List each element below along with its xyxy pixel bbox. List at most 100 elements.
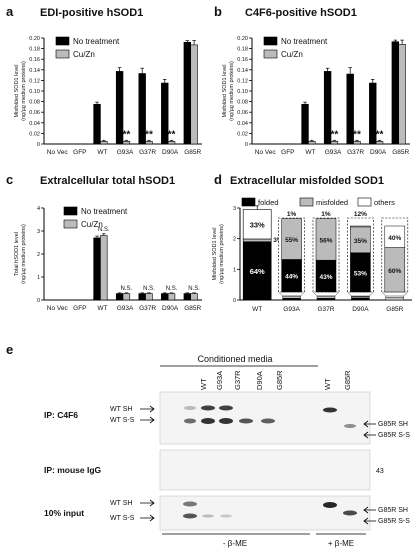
bar xyxy=(183,41,192,145)
y-tick-label: 0.20 xyxy=(29,36,40,42)
zoom-connector xyxy=(381,291,386,297)
x-tick-label: G37R xyxy=(347,149,364,156)
significance-label: ** xyxy=(353,129,361,140)
mw-marker: 43 xyxy=(376,468,384,475)
band xyxy=(184,418,196,424)
bar xyxy=(190,293,198,301)
bar xyxy=(308,141,316,145)
legend-label: Cu/Zn xyxy=(281,50,303,59)
x-tick-label: G85R xyxy=(392,149,409,156)
x-tick-label: WT xyxy=(97,305,107,312)
y-tick-label: 2 xyxy=(233,237,236,243)
chart-c: Total hSOD1 level (ng/µg medium proteins)… xyxy=(14,206,202,312)
x-tick-label: GFP xyxy=(281,149,294,156)
lane-label: G85R xyxy=(343,370,352,390)
y-axis-unit: (ng/µg medium proteins) xyxy=(219,224,225,284)
legend-label: Cu/Zn xyxy=(81,220,103,229)
x-tick-label: G93A xyxy=(325,149,342,156)
x-tick-label: G37R xyxy=(318,306,335,313)
blot-membrane xyxy=(159,495,371,531)
inset-percent-label: 60% xyxy=(388,268,401,275)
blot-row-label: IP: C4F6 xyxy=(44,410,78,420)
y-tick-label: 1 xyxy=(233,267,236,273)
bar xyxy=(115,293,124,301)
y-tick-label: 0.12 xyxy=(237,78,248,84)
stack-segment-folded xyxy=(242,241,272,301)
x-tick-label: WT xyxy=(97,149,107,156)
y-tick-label: 4 xyxy=(37,206,40,212)
zoom-connector xyxy=(334,291,340,297)
stack-segment-misfolded xyxy=(316,295,336,299)
bar xyxy=(183,293,192,301)
lane-label: G37R xyxy=(233,370,242,390)
band xyxy=(184,406,196,410)
y-tick-label: 0.06 xyxy=(237,110,248,116)
band xyxy=(219,418,233,424)
significance-label: ** xyxy=(168,129,176,140)
legend-label: Cu/Zn xyxy=(73,50,95,59)
panel-b-letter: b xyxy=(214,4,222,19)
band xyxy=(202,514,214,518)
legend-swatch xyxy=(241,197,256,207)
inset-percent-label: 40% xyxy=(388,235,401,242)
blot-membrane xyxy=(159,391,371,445)
x-tick-label: D90A xyxy=(352,306,369,313)
inset-percent-label: 55% xyxy=(285,237,298,244)
lane-label: G85R xyxy=(275,370,284,390)
x-tick-label: G93A xyxy=(283,306,300,313)
blot-row-label: 10% input xyxy=(44,508,84,518)
stack-segment-misfolded xyxy=(385,297,404,301)
lane-label: WT xyxy=(199,378,208,390)
panel-e-letter: e xyxy=(6,342,13,357)
inset-segment-misfolded xyxy=(315,218,337,261)
y-axis-unit: (ng/µg medium proteins) xyxy=(21,224,27,284)
chart-b: Misfolded SOD1 level (ng/µg medium protei… xyxy=(222,36,410,156)
y-axis-label: Misfolded SOD1 level xyxy=(212,228,218,281)
y-tick-label: 0.18 xyxy=(29,47,40,53)
band xyxy=(219,405,233,411)
lane-label: WT xyxy=(323,378,332,390)
inset-percent-label: 1% xyxy=(287,211,297,218)
inset-percent-label: 35% xyxy=(354,238,367,245)
stack-segment-folded xyxy=(282,298,301,301)
panel-d-letter: d xyxy=(214,172,222,187)
stack-segment-misfolded xyxy=(242,238,272,243)
y-tick-label: 0.20 xyxy=(237,36,248,42)
legend-swatch xyxy=(263,49,278,59)
x-tick-label: WT xyxy=(252,306,262,313)
panel-c-letter: c xyxy=(6,172,13,187)
y-tick-label: 0.14 xyxy=(237,68,248,74)
band-arrow xyxy=(363,431,376,439)
y-tick-label: 0 xyxy=(37,298,40,304)
zoom-connector xyxy=(369,291,374,297)
band-label: G85R SH xyxy=(378,421,408,428)
legend-label: No treatment xyxy=(281,37,328,46)
band-arrow xyxy=(140,514,155,522)
y-tick-label: 0.16 xyxy=(29,57,40,63)
stack-segment-others xyxy=(242,209,272,240)
inset-percent-label: 43% xyxy=(319,274,332,281)
y-tick-label: 2 xyxy=(37,252,40,258)
x-tick-label: No Vec xyxy=(47,305,69,312)
y-tick-label: 0.08 xyxy=(29,100,40,106)
y-tick-label: 0.04 xyxy=(237,121,248,127)
lane-label: D90A xyxy=(255,371,264,390)
band-arrow xyxy=(140,416,155,424)
stack-segment-folded xyxy=(316,298,336,301)
zoom-connector xyxy=(347,291,352,297)
stack-percent-label: 3% xyxy=(273,237,283,244)
inset-segment-others xyxy=(384,225,406,248)
stack-segment-others xyxy=(385,295,404,298)
bar xyxy=(190,44,198,145)
band xyxy=(323,502,337,508)
bar xyxy=(100,141,108,145)
inset-segment-misfolded xyxy=(281,218,302,260)
panel-c-title: Extralcellular total hSOD1 xyxy=(40,175,175,187)
bar xyxy=(93,103,101,145)
legend-swatch xyxy=(63,219,78,229)
x-tick-label: No Vec xyxy=(47,149,69,156)
band xyxy=(323,407,337,413)
stack-segment-misfolded xyxy=(282,295,301,299)
legend-swatch xyxy=(357,197,372,207)
stack-percent-label: 33% xyxy=(250,220,265,229)
